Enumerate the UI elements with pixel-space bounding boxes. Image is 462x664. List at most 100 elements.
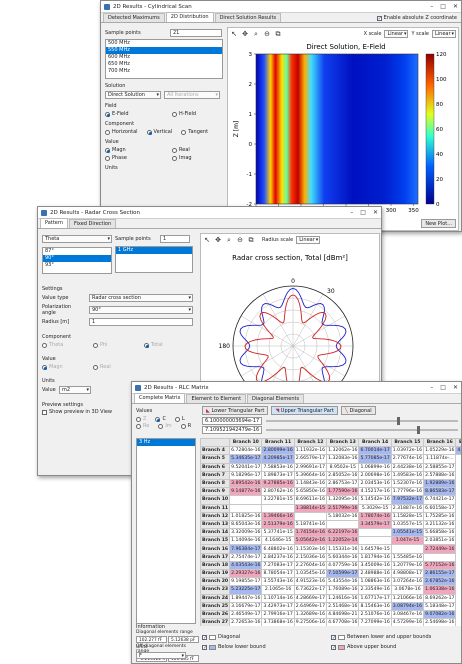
matrix-cell[interactable]: 8.78054e-17 <box>261 568 295 579</box>
matrix-cell[interactable]: 4.04181e-16 <box>455 446 461 456</box>
matrix-cell[interactable]: 3.22781e-15 <box>261 495 295 505</box>
matrix-cell[interactable]: 6.70014e-17 <box>358 446 392 456</box>
tab-2d-distribution[interactable]: 2D Distribution <box>165 12 214 22</box>
matrix-cell[interactable]: 5.65850e-16 <box>293 487 328 497</box>
matrix-cell[interactable]: 6.73622e-17 <box>293 585 328 595</box>
matrix-cell[interactable]: 2.64969e-17 <box>293 601 328 611</box>
matrix-cell[interactable]: 4.28669e-17 <box>293 593 328 603</box>
matrix-cell[interactable]: 2.79916e-17 <box>261 609 295 620</box>
matrix-cell[interactable]: 3.45009e-16 <box>358 560 392 571</box>
matrix-cell[interactable]: 6.48802e-16 <box>261 544 295 554</box>
matrix-cell[interactable]: 2.72653e-16 <box>229 618 263 626</box>
matrix-cell[interactable]: 8.15463e-16 <box>358 601 392 611</box>
matrix-cell[interactable]: 2.72449e-16 <box>423 544 457 554</box>
list-item[interactable]: 3 Hz <box>137 439 195 446</box>
zoom-out-icon[interactable]: ⊖ <box>264 30 270 38</box>
real-radio[interactable]: Real <box>172 147 190 153</box>
matrix-cell[interactable]: 6.22197e-16 <box>326 528 360 538</box>
matrix-cell[interactable]: 5.77152e-16 <box>423 560 457 571</box>
list-item[interactable]: 600 MHz <box>108 54 130 60</box>
matrix-cell[interactable]: 1.32083e-16 <box>326 454 360 464</box>
matrix-cell[interactable]: 2.15036e-16 <box>293 552 328 562</box>
matrix-cell[interactable]: 9.18296e-17 <box>229 470 263 480</box>
matrix-cell[interactable]: 1.74154e-16 <box>293 528 328 538</box>
matrix-cell[interactable]: 4.98808e-17 <box>390 568 425 579</box>
matrix-cell[interactable]: 3.08467e-16 <box>390 609 425 620</box>
matrix-cell[interactable]: 2.31887e-16 <box>390 503 425 513</box>
matrix-cell[interactable]: 1.89873e-17 <box>261 470 295 480</box>
matrix-cell[interactable]: 6.72804e-16 <box>229 446 263 456</box>
matrix-cell[interactable]: 5.39664e-16 <box>293 470 328 480</box>
matrix-cell[interactable]: 2.51076e-16 <box>358 609 392 620</box>
matrix-cell[interactable]: 4.57299e-16 <box>390 618 425 626</box>
matrix-cell[interactable]: 3.89542e-16 <box>229 478 263 489</box>
matrix-cell[interactable]: 1.14843e-16 <box>293 478 328 489</box>
matrix-cell[interactable]: 3.08794e-16 <box>390 601 425 611</box>
matrix-cell[interactable]: 9.52041e-17 <box>229 462 263 472</box>
matrix-cell[interactable]: 2.57888e-16 <box>423 470 457 480</box>
tangent-radio[interactable]: Tangent <box>181 129 208 135</box>
matrix-cell[interactable]: 1.03545e-16 <box>293 568 328 579</box>
close-icon[interactable]: ✕ <box>372 209 378 216</box>
matrix-cell[interactable] <box>423 552 457 562</box>
matrix-cell[interactable]: 2.27604e-16 <box>293 560 328 571</box>
maximize-icon[interactable]: □ <box>440 3 446 10</box>
legend-item[interactable]: ✓ Below lower bound <box>202 644 331 650</box>
matrix-cell[interactable]: 4.20985e-17 <box>261 454 295 464</box>
matrix-cell[interactable]: 4.84698e-21 <box>326 609 360 620</box>
matrix-cell[interactable]: 2.67852e-16 <box>423 577 457 587</box>
units-select[interactable]: m2 <box>59 386 91 394</box>
matrix-cell[interactable]: 2.48988e-16 <box>358 568 392 579</box>
matrix-cell[interactable]: 1.81794e-16 <box>358 552 392 562</box>
matrix-cell[interactable]: 8.86583e-17 <box>423 487 457 497</box>
matrix-cell[interactable]: 9.27506e-16 <box>293 618 328 626</box>
total-radio[interactable]: Total <box>144 342 163 348</box>
matrix-cell[interactable]: 3.55743e-16 <box>261 577 295 587</box>
matrix-cell[interactable]: 1.32095e-16 <box>326 495 360 505</box>
matrix-cell[interactable]: 6.74421e-17 <box>423 495 457 505</box>
matrix-cell[interactable]: 4.03543e-16 <box>229 560 263 571</box>
matrix-cell[interactable]: 2.77674e-16 <box>390 454 425 464</box>
matrix-cell[interactable]: 1.06899e-16 <box>358 462 392 472</box>
matrix-cell[interactable]: 9.14877e-16 <box>229 487 263 497</box>
lower-bound-input[interactable]: 6.100000003694e-17 <box>202 417 262 425</box>
matrix-cell[interactable]: 8.65043e-16 <box>229 519 263 530</box>
vertical-radio[interactable]: Vertical <box>146 129 172 135</box>
close-icon[interactable]: ✕ <box>452 384 458 391</box>
matrix-cell[interactable]: 7.27083e-17 <box>261 560 295 571</box>
matrix-cell[interactable]: 1.047e-15 <box>390 536 425 546</box>
upper-triangular-button[interactable]: ◥ Upper Triangular Part <box>271 406 338 415</box>
matrix-cell[interactable]: 7.97532e-17 <box>390 495 425 505</box>
legend-checkbox[interactable]: ✓ <box>331 644 337 651</box>
matrix-cell[interactable]: 5.18741e-16 <box>293 519 328 530</box>
tab-pattern[interactable]: Pattern <box>40 218 68 228</box>
frequency-list[interactable]: 500 MHz 550 MHz 600 MHz 650 MHz 700 MHz <box>105 39 223 79</box>
matrix-cell[interactable]: 1.22052e-14 <box>326 536 360 546</box>
matrix-cell[interactable]: 2.00698e-16 <box>358 470 392 480</box>
matrix-cell[interactable]: 2.80762e-16 <box>261 487 295 497</box>
show-preview-checkbox[interactable]: Show preview in 3D View <box>42 409 112 415</box>
theta-radio[interactable]: Theta <box>42 342 84 348</box>
matrix-cell[interactable]: 1.92889e-16 <box>423 478 457 489</box>
angle-list[interactable]: 87° 90° 93° <box>42 247 112 274</box>
matrix-cell[interactable]: 3.21132e-16 <box>423 519 457 530</box>
matrix-cell[interactable]: 2.54698e-16 <box>423 618 457 626</box>
matrix-cell[interactable]: 5.14542e-16 <box>358 495 392 505</box>
matrix-cell[interactable]: 5.34635e-17 <box>229 454 263 464</box>
matrix-cell[interactable]: 2.66579e-17 <box>293 454 328 464</box>
matrix-cell[interactable]: 1.01825e-16 <box>229 511 263 521</box>
matrix-cell[interactable]: 5.43554e-16 <box>326 577 360 587</box>
zoom-icon[interactable]: ⌕ <box>254 29 258 38</box>
legend-item[interactable]: ✓ Between lower and upper bounds <box>331 634 460 640</box>
matrix-cell[interactable] <box>261 503 295 513</box>
matrix-cell[interactable]: 1.14094e-16 <box>229 536 263 546</box>
tab-detected-maximums[interactable]: Detected Maximums <box>103 13 165 22</box>
magn-radio[interactable]: Magn <box>42 364 84 370</box>
matrix-cell[interactable]: 8.69262e-17 <box>423 593 457 603</box>
matrix-cell[interactable]: 3.07264e-16 <box>390 577 425 587</box>
matrix-cell[interactable]: 2.51468e-16 <box>326 601 360 611</box>
solution-select[interactable]: Direct Solution <box>105 91 161 99</box>
re-radio[interactable]: Re <box>136 423 149 429</box>
matrix-cell[interactable]: 8.69611e-16 <box>293 495 328 505</box>
list-item[interactable]: 87° <box>45 248 54 254</box>
